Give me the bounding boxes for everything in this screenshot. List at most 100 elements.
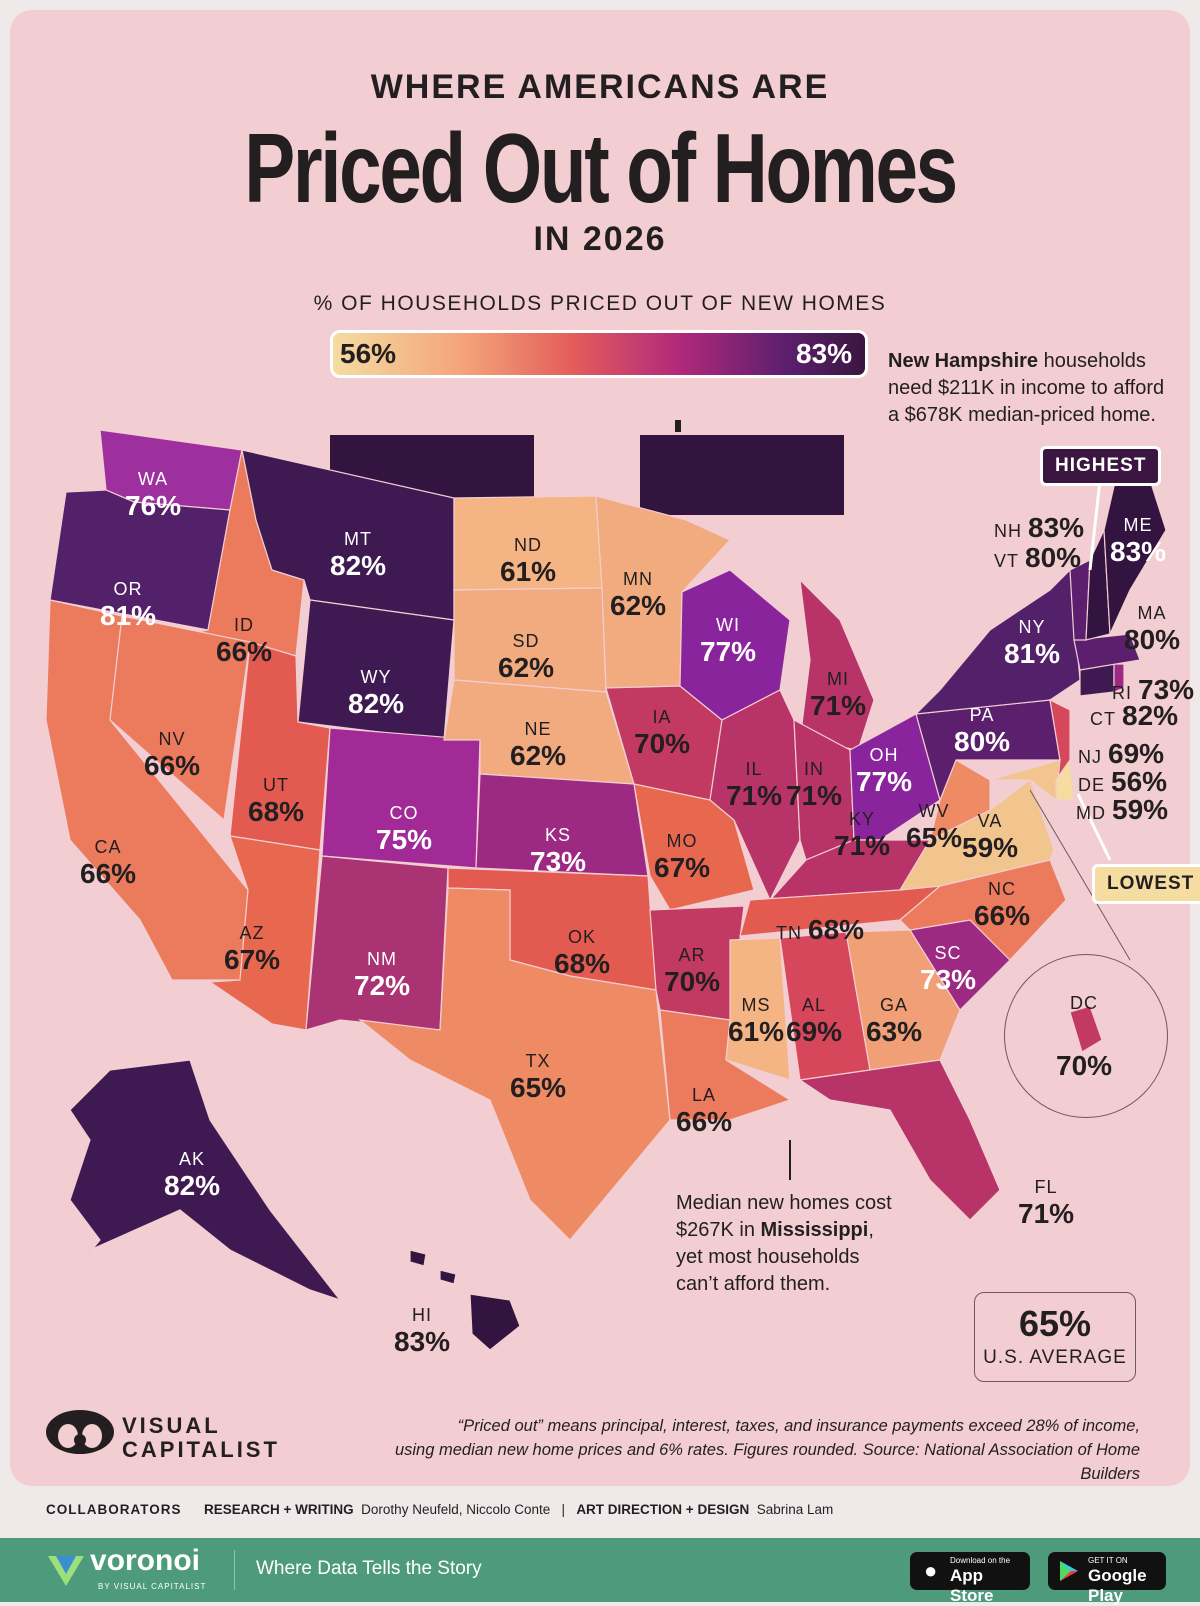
design-label: ART DIRECTION + DESIGN bbox=[576, 1502, 750, 1517]
callout-bold-state: Mississippi bbox=[760, 1219, 869, 1241]
year-subtitle: IN 2026 bbox=[533, 220, 667, 258]
voronoi-tagline: Where Data Tells the Story bbox=[256, 1558, 482, 1579]
research-names: Dorothy Neufeld, Niccolo Conte bbox=[361, 1502, 551, 1517]
label-MO: MO 67% bbox=[654, 831, 711, 883]
apple-icon: ● bbox=[924, 1558, 938, 1583]
state-IL bbox=[709, 689, 801, 902]
voronoi-subtitle: BY VISUAL CAPITALIST bbox=[98, 1582, 207, 1591]
dc-inset-circle bbox=[1004, 954, 1168, 1118]
visual-capitalist-logo-icon bbox=[46, 1410, 114, 1454]
callout-text: yet most households bbox=[676, 1246, 860, 1268]
highest-pointer-line bbox=[1088, 479, 1102, 571]
state-MI bbox=[799, 578, 875, 751]
callout-text: Median new homes cost bbox=[676, 1192, 892, 1214]
collab-label: COLLABORATORS bbox=[46, 1502, 182, 1517]
label-TN: TN 68% bbox=[776, 914, 865, 945]
brand-word-1: VISUAL bbox=[122, 1413, 221, 1438]
label-HI: HI 83% bbox=[394, 1305, 451, 1357]
kicker-title: WHERE AMERICANS ARE bbox=[370, 68, 830, 106]
lowest-pointer-line bbox=[1076, 793, 1112, 861]
state-RI bbox=[1113, 663, 1125, 693]
visual-capitalist-wordmark: VISUAL CAPITALIST bbox=[122, 1414, 280, 1462]
label-OK: OK 68% bbox=[554, 927, 611, 979]
label-AR: AR 70% bbox=[664, 945, 721, 997]
google-play-icon bbox=[1060, 1561, 1078, 1581]
legend-title: % OF HOUSEHOLDS PRICED OUT OF NEW HOMES bbox=[313, 292, 887, 315]
footnote-line: using median new home prices and 6% rate… bbox=[394, 1441, 1140, 1483]
us-average-value: 65% bbox=[1018, 1303, 1092, 1344]
app-store-label: App Store bbox=[950, 1566, 994, 1605]
label-KS: KS 73% bbox=[530, 825, 587, 877]
us-average-label: U.S. AVERAGE bbox=[983, 1347, 1127, 1368]
app-store-button[interactable]: ● Download on the App Store bbox=[910, 1552, 1030, 1605]
label-VT: VT 80% bbox=[994, 542, 1082, 573]
voronoi-logo-icon bbox=[48, 1556, 84, 1586]
label-CA: CA 66% bbox=[80, 837, 137, 889]
state-OH bbox=[849, 713, 941, 841]
highest-badge: HIGHEST bbox=[1040, 446, 1162, 486]
google-play-button[interactable]: GET IT ON Google Play bbox=[1048, 1552, 1166, 1605]
label-DC: DC 70% bbox=[1056, 993, 1113, 1081]
brand-word-2: CAPITALIST bbox=[122, 1437, 280, 1462]
app-store-small-text: Download on the bbox=[950, 1556, 1011, 1565]
callout-text: need $211K in income to afford bbox=[888, 377, 1165, 399]
label-MD: MD 59% bbox=[1076, 794, 1169, 825]
label-CO: CO 75% bbox=[376, 803, 433, 855]
label-NV: NV 66% bbox=[144, 729, 201, 781]
state-TX bbox=[357, 887, 671, 1241]
color-scale-bar bbox=[330, 330, 868, 378]
label-IN: IN 71% bbox=[786, 759, 843, 811]
state-HI bbox=[409, 1249, 521, 1351]
label-NC: NC 66% bbox=[974, 879, 1031, 931]
label-GA: GA 63% bbox=[866, 995, 923, 1047]
label-MS: MS 61% bbox=[728, 995, 785, 1047]
label-AL: AL 69% bbox=[786, 995, 843, 1047]
label-WA: WA 76% bbox=[125, 469, 182, 521]
label-MA: MA 80% bbox=[1124, 603, 1181, 655]
label-IL: IL 71% bbox=[726, 759, 783, 811]
label-NH: NH 83% bbox=[994, 512, 1085, 543]
us-choropleth-map bbox=[45, 420, 1167, 1351]
state-AK bbox=[49, 1059, 342, 1302]
label-KY: KY 71% bbox=[834, 809, 891, 861]
label-OH: OH 77% bbox=[856, 745, 913, 797]
callout-text: $267K in bbox=[676, 1219, 761, 1241]
callout-text: households bbox=[1038, 350, 1146, 372]
label-CT: CT 82% bbox=[1090, 700, 1179, 731]
mississippi-callout: Median new homes cost $267K in Mississip… bbox=[676, 1190, 936, 1298]
state-NM bbox=[305, 855, 449, 1031]
state-AZ bbox=[208, 835, 321, 1031]
label-RI: RI 73% bbox=[1112, 674, 1195, 705]
label-SC: SC 73% bbox=[920, 943, 977, 995]
label-FL: FL 71% bbox=[1018, 1177, 1075, 1229]
person-icon bbox=[640, 420, 844, 515]
main-title: Priced Out of Homes bbox=[244, 113, 958, 223]
dc-pointer-line bbox=[1029, 789, 1131, 961]
legend-min-label: 56% bbox=[340, 338, 397, 369]
label-TX: TX 65% bbox=[510, 1051, 567, 1103]
voronoi-wordmark[interactable]: voronoi bbox=[90, 1544, 200, 1577]
label-PA: PA 80% bbox=[954, 705, 1011, 757]
label-NJ: NJ 69% bbox=[1078, 738, 1165, 769]
google-play-label: Google Play bbox=[1088, 1566, 1147, 1605]
callout-text: can’t afford them. bbox=[676, 1273, 831, 1295]
label-WV: WV 65% bbox=[906, 801, 963, 853]
credit-separator: | bbox=[561, 1502, 566, 1517]
callout-text: a $678K median-priced home. bbox=[888, 404, 1156, 426]
label-IA: IA 70% bbox=[634, 707, 691, 759]
label-ND: ND 61% bbox=[500, 535, 557, 587]
label-AK: AK 82% bbox=[164, 1149, 221, 1201]
us-average-box: 65% U.S. AVERAGE bbox=[974, 1292, 1136, 1382]
label-AZ: AZ 67% bbox=[224, 923, 281, 975]
state-MS bbox=[725, 937, 791, 1081]
state-FL bbox=[798, 1059, 1001, 1221]
label-WI: WI 77% bbox=[700, 615, 757, 667]
label-VA: VA 59% bbox=[962, 811, 1019, 863]
methodology-footnote: “Priced out” means principal, interest, … bbox=[360, 1414, 1140, 1486]
design-names: Sabrina Lam bbox=[756, 1502, 834, 1517]
new-hampshire-callout: New Hampshire households need $211K in i… bbox=[888, 348, 1188, 429]
state-NV bbox=[109, 615, 251, 822]
state-WV bbox=[929, 759, 991, 842]
label-UT: UT 68% bbox=[248, 775, 305, 827]
label-NY: NY 81% bbox=[1004, 617, 1061, 669]
